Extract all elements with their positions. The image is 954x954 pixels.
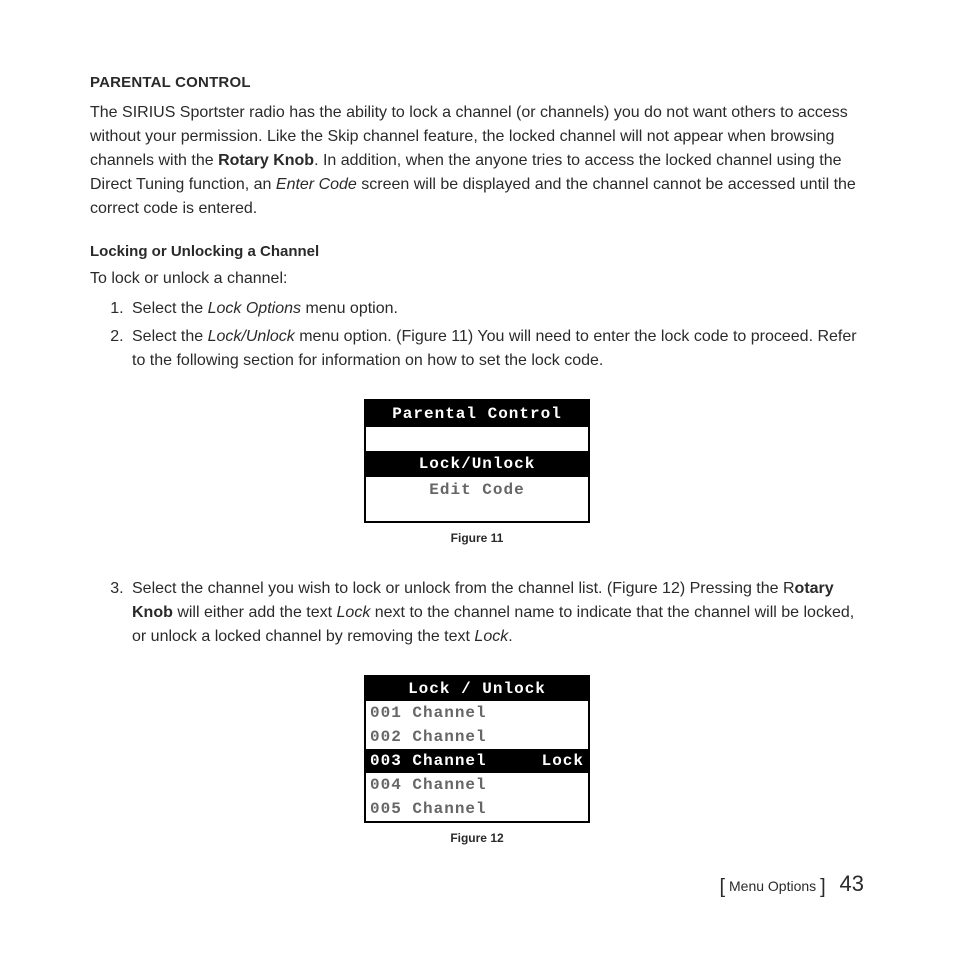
enter-code-italic: Enter Code [276, 176, 357, 193]
fig12-channel-row: 003 Channel Lock [366, 749, 588, 773]
step3-d: . [508, 628, 512, 645]
fig11-selected-row: Lock/Unlock [366, 451, 588, 477]
page-footer: [ Menu Options ] 43 [720, 867, 864, 902]
fig12-rows: 001 Channel 002 Channel 003 Channel Lock 004… [366, 701, 588, 821]
rotary-knob-bold: Rotary Knob [218, 152, 314, 169]
page-content: PARENTAL CONTROL The SIRIUS Sportster ra… [90, 72, 864, 847]
footer-label: Menu Options [729, 878, 816, 894]
step2-a: Select the [132, 328, 208, 345]
section-heading: PARENTAL CONTROL [90, 72, 864, 95]
steps-list-continued: Select the channel you wish to lock or u… [128, 577, 864, 649]
step3-italic1: Lock [337, 604, 371, 621]
fig12-title-row: Lock / Unlock [366, 677, 588, 701]
step1-a: Select the [132, 300, 208, 317]
fig12-channel-label: 004 Channel [370, 777, 487, 793]
fig12-channel-row: 001 Channel [366, 701, 588, 725]
fig11-bottom-spacer [366, 503, 588, 521]
fig11-title-row: Parental Control [366, 401, 588, 427]
sub-heading: Locking or Unlocking a Channel [90, 241, 864, 264]
step3-italic2: Lock [474, 628, 508, 645]
figure-11-screen: Parental Control Lock/Unlock Edit Code [364, 399, 590, 523]
fig12-channel-row: 005 Channel [366, 797, 588, 821]
step-3: Select the channel you wish to lock or u… [128, 577, 864, 649]
step1-italic: Lock Options [208, 300, 301, 317]
fig11-spacer [366, 427, 588, 451]
figure-11-wrap: Parental Control Lock/Unlock Edit Code F… [90, 399, 864, 547]
figure-12-screen: Lock / Unlock 001 Channel 002 Channel 003 … [364, 675, 590, 823]
step3-a: Select the channel you wish to lock or u… [132, 580, 795, 597]
bracket-close: ] [820, 876, 826, 898]
page-number: 43 [840, 871, 864, 896]
step1-b: menu option. [301, 300, 398, 317]
figure-12-caption: Figure 12 [90, 829, 864, 847]
fig12-channel-status: Lock [542, 753, 584, 769]
bracket-open: [ [720, 876, 726, 898]
step-1: Select the Lock Options menu option. [128, 297, 864, 321]
fig12-channel-label: 001 Channel [370, 705, 487, 721]
step-2: Select the Lock/Unlock menu option. (Fig… [128, 325, 864, 373]
step3-b: will either add the text [173, 604, 337, 621]
fig12-channel-row: 002 Channel [366, 725, 588, 749]
fig12-channel-label: 002 Channel [370, 729, 487, 745]
fig11-row2: Edit Code [366, 477, 588, 503]
step2-italic: Lock/Unlock [208, 328, 295, 345]
figure-12-wrap: Lock / Unlock 001 Channel 002 Channel 003 … [90, 675, 864, 847]
fig12-channel-label: 005 Channel [370, 801, 487, 817]
fig12-channel-row: 004 Channel [366, 773, 588, 797]
steps-list: Select the Lock Options menu option. Sel… [128, 297, 864, 373]
figure-11-caption: Figure 11 [90, 529, 864, 547]
intro-paragraph: The SIRIUS Sportster radio has the abili… [90, 101, 864, 221]
sub-intro: To lock or unlock a channel: [90, 267, 864, 291]
fig12-channel-label: 003 Channel [370, 753, 487, 769]
